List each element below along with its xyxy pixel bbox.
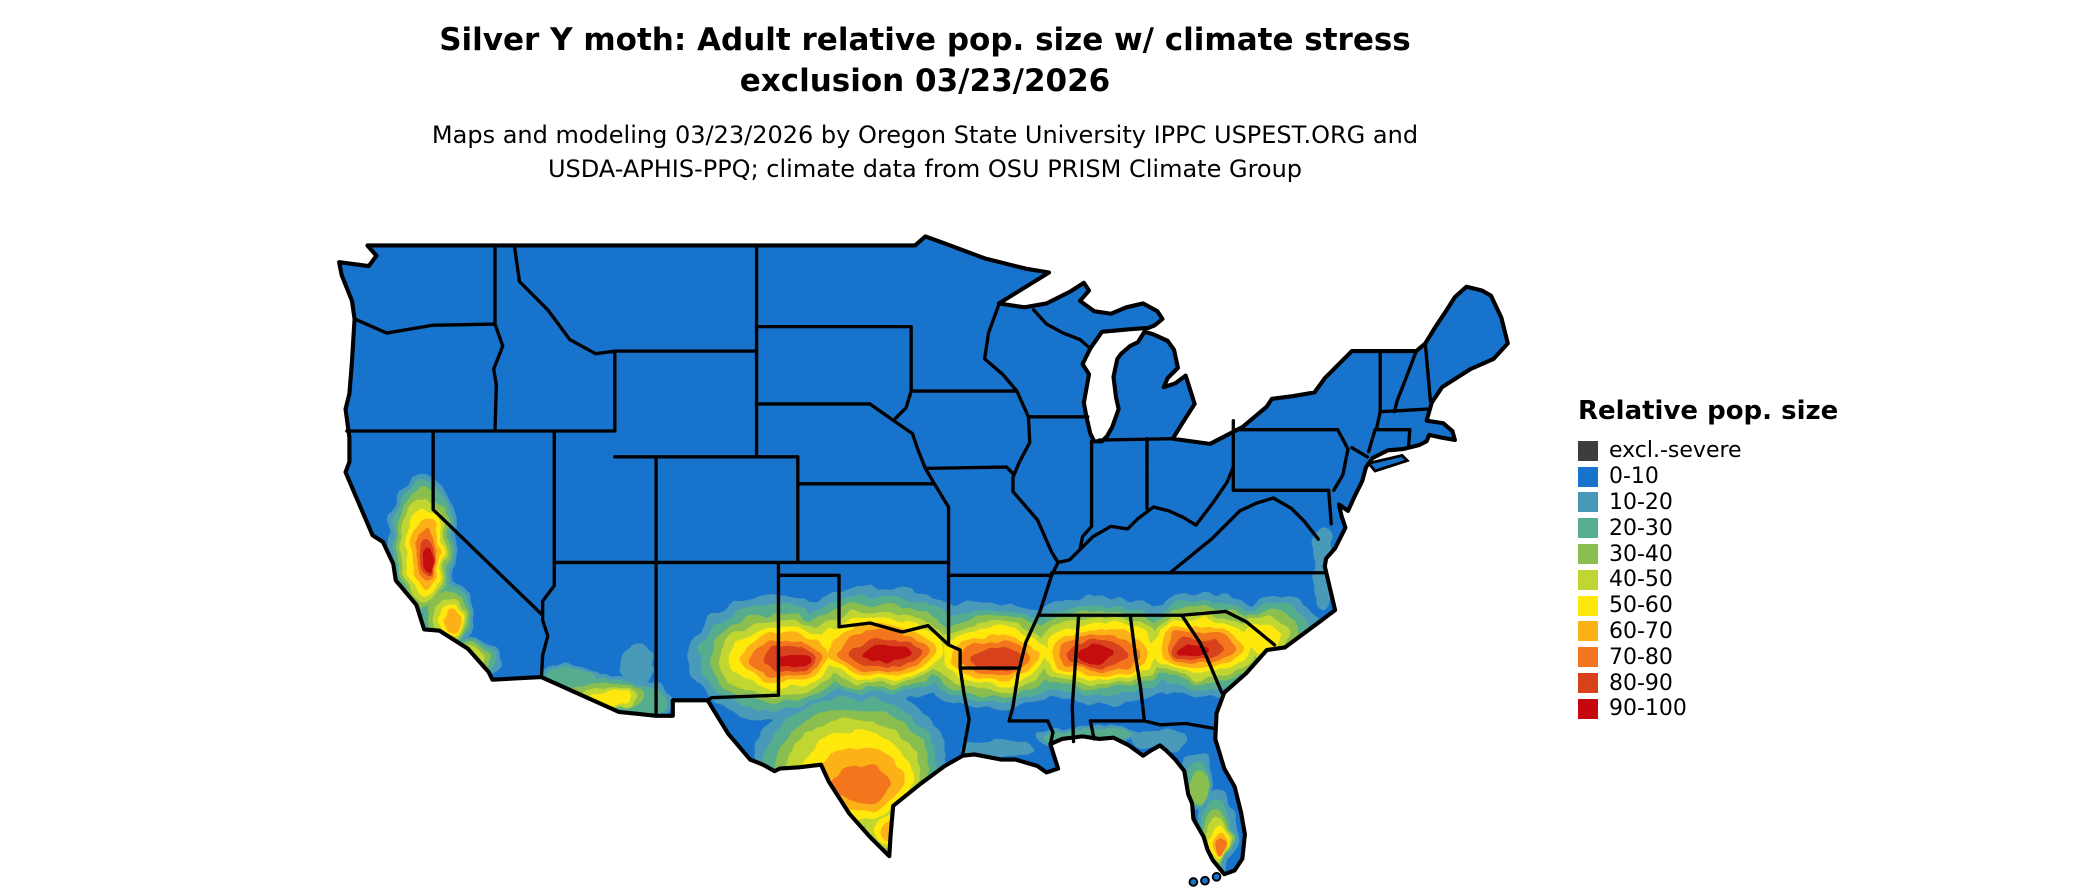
legend-item: 30-40: [1578, 541, 1838, 567]
figure-subtitle-line2: USDA-APHIS-PPQ; climate data from OSU PR…: [547, 155, 1303, 184]
legend-item: 70-80: [1578, 644, 1838, 670]
legend-label: 20-30: [1609, 515, 1673, 541]
country-outline: [337, 234, 1510, 877]
legend-label: 10-20: [1609, 489, 1673, 515]
legend-label: 30-40: [1609, 541, 1673, 567]
legend-swatch: [1578, 621, 1598, 642]
florida-keys: [1188, 871, 1222, 887]
figure-title-line1: Silver Y moth: Adult relative pop. size …: [439, 22, 1411, 58]
legend-swatch: [1578, 440, 1598, 461]
legend-swatch: [1578, 673, 1598, 694]
legend-label: excl.-severe: [1609, 438, 1742, 464]
legend-label: 80-90: [1609, 670, 1673, 696]
figure-subtitle-line1: Maps and modeling 03/23/2026 by Oregon S…: [431, 121, 1419, 149]
legend-swatch: [1578, 518, 1598, 539]
figure-subtitle: Maps and modeling 03/23/2026 by Oregon S…: [250, 118, 1600, 186]
legend-swatch: [1578, 466, 1598, 487]
legend-label: 60-70: [1609, 618, 1673, 644]
legend-swatch: [1578, 698, 1598, 719]
legend-title: Relative pop. size: [1578, 396, 1839, 426]
legend-item: 40-50: [1578, 567, 1838, 593]
legend-item: 80-90: [1578, 670, 1838, 696]
state-borders: [345, 243, 1433, 757]
legend-item: 20-30: [1578, 515, 1838, 541]
legend-item: 90-100: [1578, 696, 1838, 722]
us-map: [309, 230, 1534, 891]
legend-label: 40-50: [1609, 567, 1673, 593]
legend-swatch: [1578, 647, 1598, 668]
legend-label: 70-80: [1609, 644, 1673, 670]
figure-title: Silver Y moth: Adult relative pop. size …: [250, 20, 1600, 102]
legend-item: 50-60: [1578, 593, 1838, 619]
legend-swatch: [1578, 492, 1598, 513]
legend-item: 0-10: [1578, 464, 1838, 490]
figure-title-line2: exclusion 03/23/2026: [739, 62, 1111, 99]
legend: Relative pop. size excl.-severe 0-10 10-20…: [1578, 396, 1838, 722]
long-island: [1366, 453, 1410, 473]
legend-label: 90-100: [1609, 696, 1687, 722]
legend-item: 10-20: [1578, 490, 1838, 516]
legend-item: 60-70: [1578, 619, 1838, 645]
legend-items: excl.-severe 0-10 10-20 20-30 30-40 40-50 50-6…: [1578, 438, 1838, 722]
us-map-svg: [337, 234, 1510, 887]
legend-swatch: [1578, 544, 1598, 565]
legend-label: 0-10: [1609, 464, 1659, 490]
legend-label: 50-60: [1609, 593, 1673, 619]
legend-item: excl.-severe: [1578, 438, 1838, 464]
legend-swatch: [1578, 569, 1598, 590]
legend-swatch: [1578, 595, 1598, 616]
